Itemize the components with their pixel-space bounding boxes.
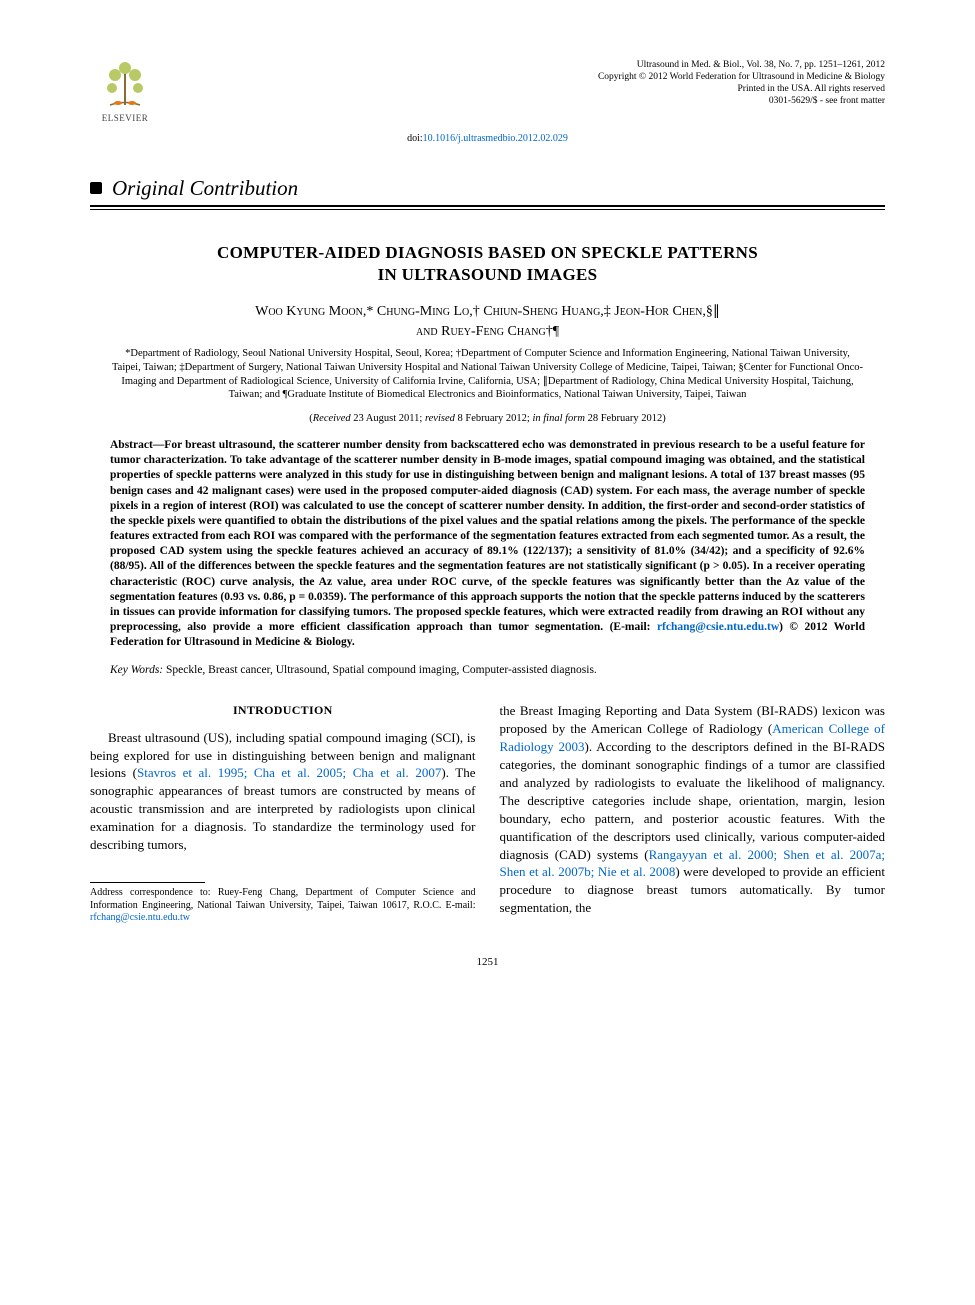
col2-text-b: ). According to the descriptors defined … [500, 739, 886, 862]
footnote-email-link[interactable]: rfchang@csie.ntu.edu.tw [90, 912, 190, 923]
header-row: ELSEVIER Ultrasound in Med. & Biol., Vol… [90, 60, 885, 124]
received-date: 23 August 2011 [353, 413, 419, 424]
abstract-label: Abstract— [110, 439, 164, 451]
abstract-email-link[interactable]: rfchang@csie.ntu.edu.tw [657, 621, 779, 633]
citation-stavros[interactable]: Stavros et al. 1995; Cha et al. 2005; Ch… [137, 765, 441, 780]
meta-printed: Printed in the USA. All rights reserved [598, 84, 885, 96]
intro-para-2: the Breast Imaging Reporting and Data Sy… [500, 702, 886, 917]
keywords-block: Key Words: Speckle, Breast cancer, Ultra… [110, 663, 865, 679]
publisher-logo: ELSEVIER [90, 60, 160, 124]
doi-label: doi: [407, 133, 423, 144]
final-label: in final form [532, 413, 585, 424]
bullet-icon [90, 182, 102, 194]
footnote-text: Address correspondence to: Ruey-Feng Cha… [90, 887, 476, 911]
contribution-row: Original Contribution [90, 174, 885, 202]
final-date: 28 February 2012 [588, 413, 663, 424]
manuscript-dates: (Received 23 August 2011; revised 8 Febr… [90, 412, 885, 426]
received-label: Received [313, 413, 351, 424]
article-title: COMPUTER-AIDED DIAGNOSIS BASED ON SPECKL… [90, 242, 885, 286]
authors-line-1: Woo Kyung Moon,* Chung-Ming Lo,† Chiun-S… [90, 302, 885, 322]
rule-thick [90, 205, 885, 207]
rule-thin [90, 209, 885, 210]
elsevier-tree-icon [100, 60, 150, 110]
publisher-name: ELSEVIER [102, 112, 149, 124]
doi-line: doi:10.1016/j.ultrasmedbio.2012.02.029 [90, 132, 885, 146]
column-right: the Breast Imaging Reporting and Data Sy… [500, 702, 886, 925]
title-line-2: IN ULTRASOUND IMAGES [90, 264, 885, 286]
page-number: 1251 [90, 955, 885, 970]
keywords-text: Speckle, Breast cancer, Ultrasound, Spat… [166, 664, 597, 676]
meta-citation: Ultrasound in Med. & Biol., Vol. 38, No.… [598, 60, 885, 72]
keywords-label: Key Words: [110, 664, 163, 676]
revised-label: revised [425, 413, 455, 424]
contribution-label: Original Contribution [112, 174, 298, 202]
intro-para-1: Breast ultrasound (US), including spatia… [90, 729, 476, 855]
footnote-rule [90, 882, 205, 883]
abstract: Abstract—For breast ultrasound, the scat… [110, 438, 865, 650]
doi-link[interactable]: 10.1016/j.ultrasmedbio.2012.02.029 [423, 133, 568, 144]
authors-line-2: and Ruey-Feng Chang†¶ [90, 322, 885, 342]
column-left: INTRODUCTION Breast ultrasound (US), inc… [90, 702, 476, 925]
intro-heading: INTRODUCTION [90, 702, 476, 719]
journal-meta: Ultrasound in Med. & Biol., Vol. 38, No.… [598, 60, 885, 108]
abstract-body: For breast ultrasound, the scatterer num… [110, 439, 865, 633]
affiliations: *Department of Radiology, Seoul National… [110, 347, 865, 402]
authors: Woo Kyung Moon,* Chung-Ming Lo,† Chiun-S… [90, 302, 885, 341]
title-line-1: COMPUTER-AIDED DIAGNOSIS BASED ON SPECKL… [90, 242, 885, 264]
revised-date: 8 February 2012 [458, 413, 527, 424]
meta-copyright: Copyright © 2012 World Federation for Ul… [598, 72, 885, 84]
meta-issn: 0301-5629/$ - see front matter [598, 96, 885, 108]
correspondence-footnote: Address correspondence to: Ruey-Feng Cha… [90, 887, 476, 925]
body-columns: INTRODUCTION Breast ultrasound (US), inc… [90, 702, 885, 925]
